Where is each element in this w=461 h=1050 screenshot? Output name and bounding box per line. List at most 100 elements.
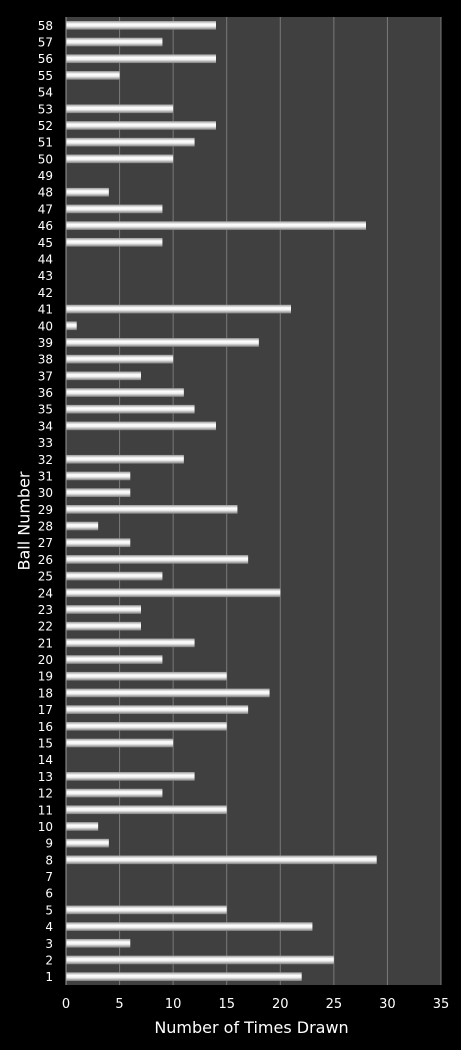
y-tick-label: 57 bbox=[38, 36, 53, 50]
y-tick-label: 19 bbox=[38, 670, 53, 684]
y-tick-label: 34 bbox=[38, 419, 53, 433]
y-tick-label: 45 bbox=[38, 236, 53, 250]
y-tick-label: 26 bbox=[38, 553, 53, 567]
x-tick-label: 30 bbox=[379, 997, 396, 1012]
y-tick-label: 32 bbox=[38, 453, 53, 467]
bar-ball-9 bbox=[66, 838, 109, 848]
y-tick-label: 4 bbox=[45, 920, 53, 934]
y-tick-label: 53 bbox=[38, 102, 53, 116]
bar-ball-50 bbox=[66, 154, 174, 164]
y-axis-title: Ball Number bbox=[15, 471, 34, 570]
y-tick-label: 40 bbox=[38, 319, 53, 333]
bar-ball-3 bbox=[66, 938, 131, 948]
bar-ball-1 bbox=[66, 972, 302, 981]
bar-ball-45 bbox=[66, 237, 163, 247]
x-tick-label: 35 bbox=[433, 997, 450, 1012]
y-tick-label: 38 bbox=[38, 353, 53, 367]
y-tick-label: 58 bbox=[38, 19, 53, 33]
bar-ball-32 bbox=[66, 454, 184, 464]
y-tick-label: 44 bbox=[38, 253, 53, 267]
y-tick-label: 54 bbox=[38, 86, 53, 100]
bar-ball-30 bbox=[66, 488, 131, 497]
y-tick-label: 49 bbox=[38, 169, 53, 183]
y-tick-label: 20 bbox=[38, 653, 53, 667]
bar-ball-2 bbox=[66, 955, 334, 965]
bar-ball-31 bbox=[66, 471, 131, 481]
y-tick-label: 46 bbox=[38, 219, 53, 233]
x-tick-label: 0 bbox=[62, 997, 70, 1012]
y-tick-label: 8 bbox=[45, 853, 53, 867]
y-tick-label: 39 bbox=[38, 336, 53, 350]
bar-ball-26 bbox=[66, 555, 249, 564]
x-tick-label: 20 bbox=[272, 997, 289, 1012]
y-tick-label: 25 bbox=[38, 570, 53, 584]
y-tick-label: 21 bbox=[38, 636, 53, 650]
x-axis-title: Number of Times Drawn bbox=[154, 1018, 348, 1037]
y-tick-label: 37 bbox=[38, 369, 53, 383]
bar-ball-40 bbox=[66, 321, 77, 331]
bar-ball-24 bbox=[66, 588, 281, 598]
bar-ball-22 bbox=[66, 621, 141, 631]
bar-ball-27 bbox=[66, 538, 131, 548]
bar-ball-4 bbox=[66, 922, 313, 931]
y-tick-label: 7 bbox=[45, 870, 53, 884]
bar-ball-15 bbox=[66, 738, 174, 748]
y-tick-label: 27 bbox=[38, 536, 53, 550]
y-tick-label: 10 bbox=[38, 820, 53, 834]
bar-ball-5 bbox=[66, 905, 227, 915]
y-tick-label: 24 bbox=[38, 586, 53, 600]
bar-ball-37 bbox=[66, 371, 141, 381]
bar-ball-36 bbox=[66, 388, 184, 397]
x-tick-label: 15 bbox=[218, 997, 235, 1012]
y-tick-label: 9 bbox=[45, 837, 53, 851]
y-tick-label: 13 bbox=[38, 770, 53, 784]
bar-ball-55 bbox=[66, 71, 120, 80]
y-tick-label: 51 bbox=[38, 136, 53, 150]
y-tick-label: 17 bbox=[38, 703, 53, 717]
y-tick-label: 18 bbox=[38, 686, 53, 700]
bar-ball-29 bbox=[66, 505, 238, 514]
bar-ball-19 bbox=[66, 671, 227, 681]
bar-ball-53 bbox=[66, 104, 174, 114]
bar-ball-41 bbox=[66, 304, 291, 314]
y-tick-label: 47 bbox=[38, 202, 53, 216]
x-tick-label: 5 bbox=[115, 997, 123, 1012]
y-tick-label: 23 bbox=[38, 603, 53, 617]
y-tick-label: 50 bbox=[38, 152, 53, 166]
y-tick-label: 5 bbox=[45, 903, 53, 917]
bar-ball-57 bbox=[66, 37, 163, 47]
y-tick-label: 28 bbox=[38, 520, 53, 534]
bar-ball-35 bbox=[66, 404, 195, 414]
y-tick-label: 15 bbox=[38, 737, 53, 751]
bar-ball-17 bbox=[66, 705, 249, 714]
y-tick-label: 55 bbox=[38, 69, 53, 83]
y-tick-label: 2 bbox=[45, 953, 53, 967]
bar-ball-11 bbox=[66, 805, 227, 815]
bar-ball-52 bbox=[66, 121, 216, 130]
bar-ball-38 bbox=[66, 354, 174, 364]
bar-ball-47 bbox=[66, 204, 163, 214]
bar-ball-56 bbox=[66, 54, 216, 64]
bar-ball-20 bbox=[66, 655, 163, 664]
bar-ball-23 bbox=[66, 605, 141, 614]
y-tick-label: 11 bbox=[38, 803, 53, 817]
y-tick-label: 1 bbox=[45, 970, 53, 984]
y-tick-label: 48 bbox=[38, 186, 53, 200]
y-tick-label: 33 bbox=[38, 436, 53, 450]
bar-ball-28 bbox=[66, 521, 99, 531]
y-tick-label: 43 bbox=[38, 269, 53, 283]
bar-ball-8 bbox=[66, 855, 377, 865]
bar-ball-51 bbox=[66, 137, 195, 147]
y-tick-label: 42 bbox=[38, 286, 53, 300]
bar-ball-34 bbox=[66, 421, 216, 431]
bar-ball-48 bbox=[66, 187, 109, 197]
y-tick-label: 35 bbox=[38, 403, 53, 417]
y-tick-label: 12 bbox=[38, 787, 53, 801]
bar-ball-39 bbox=[66, 338, 259, 347]
y-tick-label: 16 bbox=[38, 720, 53, 734]
y-tick-label: 56 bbox=[38, 52, 53, 66]
y-tick-label: 29 bbox=[38, 503, 53, 517]
y-tick-label: 14 bbox=[38, 753, 53, 767]
bar-ball-46 bbox=[66, 221, 366, 230]
y-tick-label: 30 bbox=[38, 486, 53, 500]
